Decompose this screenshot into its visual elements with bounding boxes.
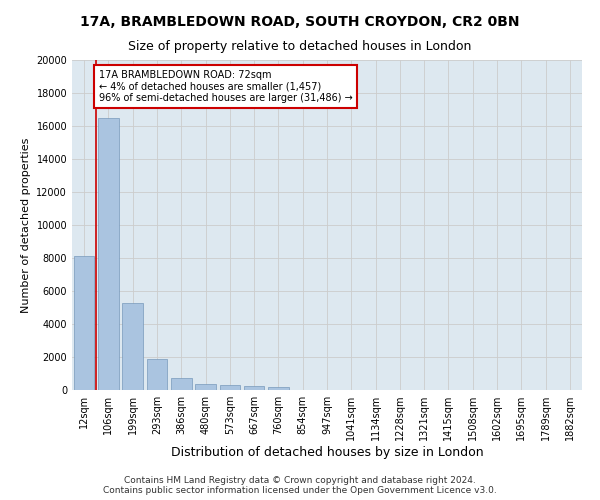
Bar xyxy=(268,386,289,390)
Text: Contains HM Land Registry data © Crown copyright and database right 2024.
Contai: Contains HM Land Registry data © Crown c… xyxy=(103,476,497,495)
Bar xyxy=(74,256,94,390)
Y-axis label: Number of detached properties: Number of detached properties xyxy=(21,138,31,312)
Bar xyxy=(244,386,265,390)
Bar xyxy=(171,378,191,390)
Text: 17A BRAMBLEDOWN ROAD: 72sqm
← 4% of detached houses are smaller (1,457)
96% of s: 17A BRAMBLEDOWN ROAD: 72sqm ← 4% of deta… xyxy=(99,70,352,103)
Bar xyxy=(98,118,119,390)
Bar xyxy=(195,384,216,390)
Text: 17A, BRAMBLEDOWN ROAD, SOUTH CROYDON, CR2 0BN: 17A, BRAMBLEDOWN ROAD, SOUTH CROYDON, CR… xyxy=(80,15,520,29)
Text: Size of property relative to detached houses in London: Size of property relative to detached ho… xyxy=(128,40,472,53)
X-axis label: Distribution of detached houses by size in London: Distribution of detached houses by size … xyxy=(170,446,484,459)
Bar xyxy=(220,386,240,390)
Bar xyxy=(146,360,167,390)
Bar xyxy=(122,302,143,390)
